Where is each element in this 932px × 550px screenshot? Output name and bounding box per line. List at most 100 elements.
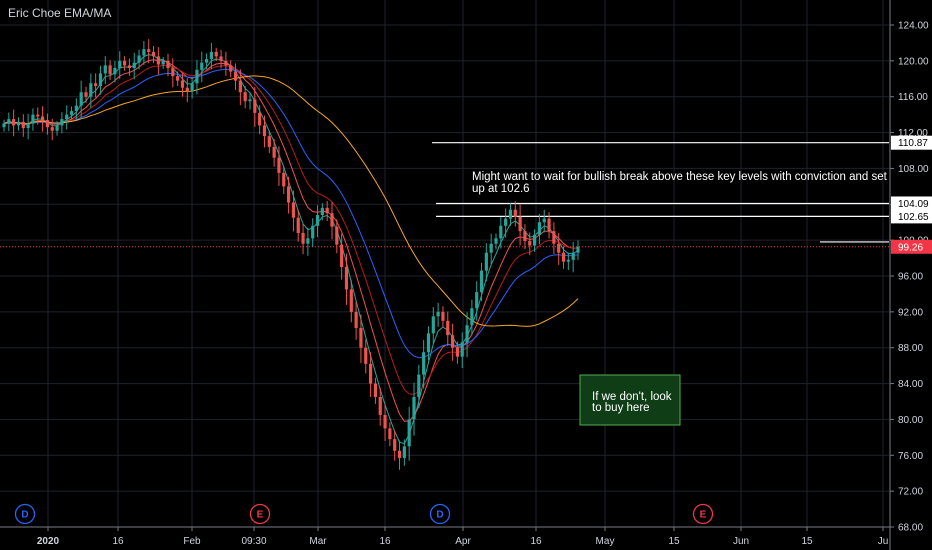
candle (108, 60, 112, 81)
x-axis[interactable]: 2020 16 Feb 09:30 Mar 16 Apr 16 May 15 Jun 15 Ju (0, 526, 890, 547)
candle (21, 114, 25, 137)
candle (412, 382, 416, 436)
x-tick-label: 09:30 (241, 536, 266, 547)
x-tick-label: 15 (668, 536, 680, 547)
y-tick-label: 116.00 (898, 92, 928, 103)
ma-line (3, 75, 579, 327)
ma-line (3, 59, 579, 422)
chart-title: Eric Choe EMA/MA (8, 6, 111, 20)
candle (286, 176, 291, 214)
candle (470, 299, 474, 336)
y-tick-label: 112.00 (898, 128, 928, 139)
candle (262, 115, 267, 148)
y-tick-label: 96.00 (898, 272, 923, 283)
key-level-tag (891, 196, 932, 211)
y-tick-label: 124.00 (898, 21, 929, 32)
candle (576, 240, 580, 260)
candle (185, 78, 189, 103)
candle (566, 252, 570, 270)
candle (45, 113, 50, 135)
x-tick-label: 2020 (37, 536, 60, 547)
candle (127, 58, 132, 76)
candle (388, 422, 392, 447)
candle (118, 51, 122, 80)
candle (364, 339, 368, 374)
key-level-tag (891, 135, 932, 150)
candle (229, 60, 233, 78)
candle (180, 72, 185, 97)
candle (113, 61, 117, 83)
candle (446, 311, 450, 346)
candle (219, 49, 223, 69)
grid (0, 0, 889, 528)
candle (89, 73, 93, 108)
x-tick-label: Apr (455, 536, 471, 547)
callout[interactable]: If we don't, look to buy here (579, 374, 681, 426)
candle (561, 246, 566, 269)
candle (340, 233, 344, 280)
candle (2, 119, 6, 132)
candle (195, 60, 199, 95)
candle (402, 439, 406, 466)
x-tick-label: Mar (309, 536, 327, 547)
event-marker[interactable]: E (692, 503, 714, 525)
y-axis[interactable]: 124.00120.00116.00112.00108.00104.00100.… (889, 0, 929, 550)
candle (12, 109, 16, 137)
annotation-line-2: up at 102.6 (472, 183, 530, 195)
candle (359, 314, 363, 364)
x-tick-label: 16 (530, 536, 542, 547)
candle (513, 201, 517, 227)
candle (151, 45, 156, 64)
candle (296, 210, 300, 242)
candle (315, 205, 320, 237)
event-marker-label: E (700, 510, 707, 521)
candle (349, 280, 353, 323)
candle (393, 430, 397, 461)
callout-line-1: If we don't, look (592, 391, 672, 403)
candle (253, 87, 257, 127)
y-tick-label: 76.00 (898, 451, 923, 462)
candle (407, 406, 411, 461)
candle (537, 213, 542, 245)
candle (26, 113, 30, 140)
candle (368, 352, 373, 397)
event-marker[interactable]: E (249, 503, 271, 525)
event-marker[interactable]: D (429, 503, 451, 525)
candle (79, 80, 83, 119)
candle (301, 223, 305, 255)
ma-line (3, 64, 579, 395)
candle (214, 47, 218, 62)
candle (422, 339, 426, 389)
y-tick-label: 88.00 (898, 343, 923, 354)
candle (7, 112, 11, 132)
candle (450, 323, 455, 361)
event-marker[interactable]: D (14, 503, 36, 525)
candle (166, 53, 170, 77)
candle (557, 233, 561, 265)
candle (431, 307, 435, 344)
candle (147, 39, 151, 64)
candle (282, 166, 286, 194)
callout-box[interactable] (579, 374, 681, 426)
candle (484, 243, 488, 282)
candle (65, 105, 69, 130)
key-level-tag (891, 209, 932, 224)
candle (238, 69, 242, 106)
candle (306, 227, 310, 256)
candle (267, 130, 271, 154)
key-level-label: 102.65 (898, 212, 929, 223)
candle (176, 71, 180, 86)
x-tick-label: 16 (379, 536, 391, 547)
candle (98, 65, 103, 95)
candle (523, 224, 527, 250)
x-tick-label: May (596, 536, 615, 547)
candle (552, 222, 556, 254)
x-tick-label: Feb (183, 536, 201, 547)
annotation-line-1: Might want to wait for bullish break abo… (472, 171, 888, 183)
candle (397, 440, 402, 470)
candle (436, 302, 440, 327)
candle (354, 301, 358, 340)
